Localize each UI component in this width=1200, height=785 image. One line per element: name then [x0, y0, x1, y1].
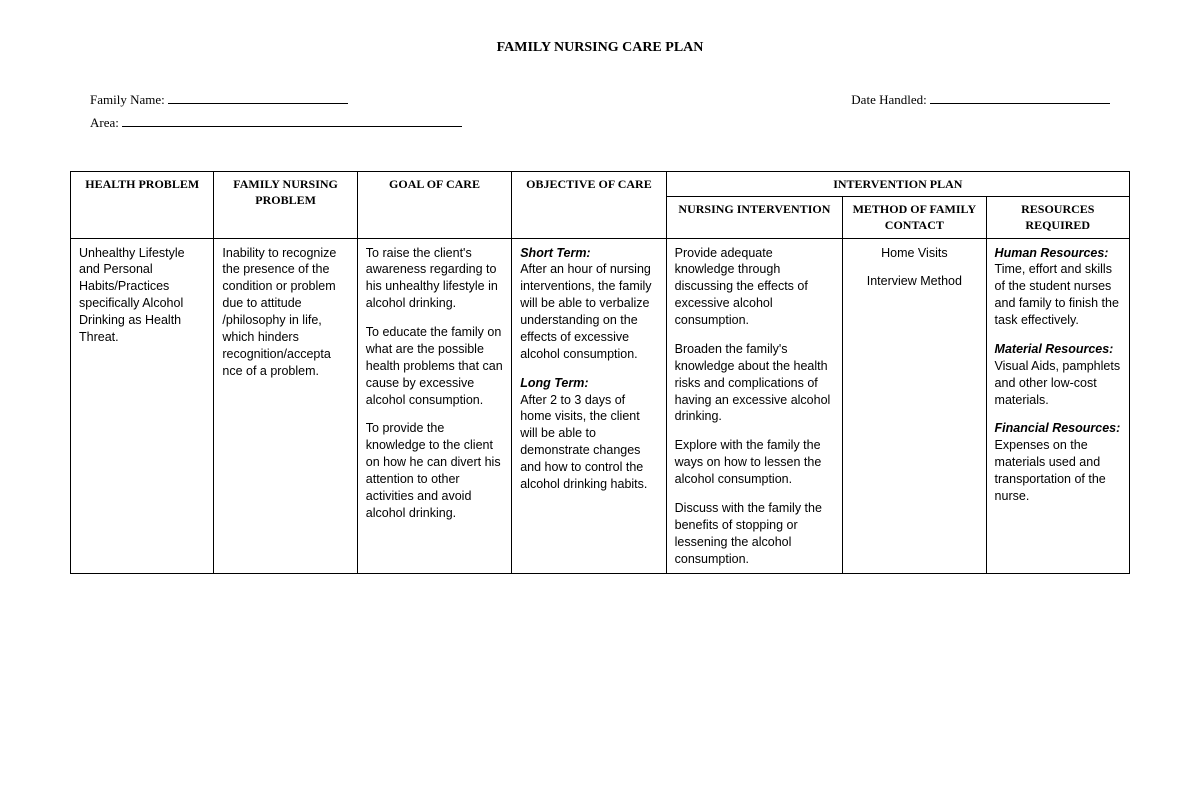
cell-goal-of-care: To raise the client's awareness regardin…: [357, 238, 511, 574]
date-handled-field: Date Handled:: [851, 91, 1110, 108]
th-goal-of-care: GOAL OF CARE: [357, 172, 511, 239]
method-p2: Interview Method: [851, 273, 977, 290]
objective-short-label: Short Term:: [520, 246, 590, 260]
resources-financial-text: Expenses on the materials used and trans…: [995, 438, 1106, 503]
cell-family-nursing-problem: Inability to recognize the presence of t…: [214, 238, 357, 574]
cell-nursing-intervention: Provide adequate knowledge through discu…: [666, 238, 843, 574]
intervention-p2: Broaden the family's knowledge about the…: [675, 341, 835, 425]
resources-material-label: Material Resources:: [995, 342, 1114, 356]
goal-p2: To educate the family on what are the po…: [366, 324, 503, 408]
resources-material: Material Resources: Visual Aids, pamphle…: [995, 341, 1121, 409]
resources-material-text: Visual Aids, pamphlets and other low-cos…: [995, 359, 1121, 407]
objective-long: Long Term: After 2 to 3 days of home vis…: [520, 375, 657, 493]
cell-health-problem: Unhealthy Lifestyle and Personal Habits/…: [71, 238, 214, 574]
cell-method-of-family-contact: Home Visits Interview Method: [843, 238, 986, 574]
cell-objective-of-care: Short Term: After an hour of nursing int…: [512, 238, 666, 574]
objective-short: Short Term: After an hour of nursing int…: [520, 245, 657, 363]
objective-long-text: After 2 to 3 days of home visits, the cl…: [520, 393, 647, 491]
intervention-p1: Provide adequate knowledge through discu…: [675, 245, 835, 329]
document-title: FAMILY NURSING CARE PLAN: [70, 40, 1130, 56]
table-row: Unhealthy Lifestyle and Personal Habits/…: [71, 238, 1130, 574]
form-fields-row: Family Name: Date Handled:: [70, 91, 1130, 108]
objective-long-label: Long Term:: [520, 376, 588, 390]
resources-human: Human Resources: Time, effort and skills…: [995, 245, 1121, 329]
th-health-problem: HEALTH PROBLEM: [71, 172, 214, 239]
cell-resources-required: Human Resources: Time, effort and skills…: [986, 238, 1129, 574]
th-objective-of-care: OBJECTIVE OF CARE: [512, 172, 666, 239]
th-intervention-plan: INTERVENTION PLAN: [666, 172, 1129, 197]
area-field: Area:: [70, 114, 1130, 131]
goal-p1: To raise the client's awareness regardin…: [366, 245, 503, 313]
intervention-p4: Discuss with the family the benefits of …: [675, 500, 835, 568]
family-name-field: Family Name:: [90, 91, 348, 108]
method-p1: Home Visits: [851, 245, 977, 262]
care-plan-table: HEALTH PROBLEM FAMILY NURSING PROBLEM GO…: [70, 171, 1130, 574]
family-name-underline: [168, 91, 348, 104]
resources-human-label: Human Resources:: [995, 246, 1109, 260]
th-nursing-intervention: NURSING INTERVENTION: [666, 197, 843, 238]
date-handled-label: Date Handled:: [851, 92, 926, 107]
date-handled-underline: [930, 91, 1110, 104]
th-family-nursing-problem: FAMILY NURSING PROBLEM: [214, 172, 357, 239]
th-resources-required: RESOURCES REQUIRED: [986, 197, 1129, 238]
resources-financial-label: Financial Resources:: [995, 421, 1121, 435]
th-method-of-family-contact: METHOD OF FAMILY CONTACT: [843, 197, 986, 238]
resources-human-text: Time, effort and skills of the student n…: [995, 262, 1119, 327]
area-label: Area:: [90, 115, 119, 130]
goal-p3: To provide the knowledge to the client o…: [366, 420, 503, 521]
family-name-label: Family Name:: [90, 92, 165, 107]
resources-financial: Financial Resources: Expenses on the mat…: [995, 420, 1121, 504]
intervention-p3: Explore with the family the ways on how …: [675, 437, 835, 488]
area-underline: [122, 114, 462, 127]
objective-short-text: After an hour of nursing interventions, …: [520, 262, 651, 360]
